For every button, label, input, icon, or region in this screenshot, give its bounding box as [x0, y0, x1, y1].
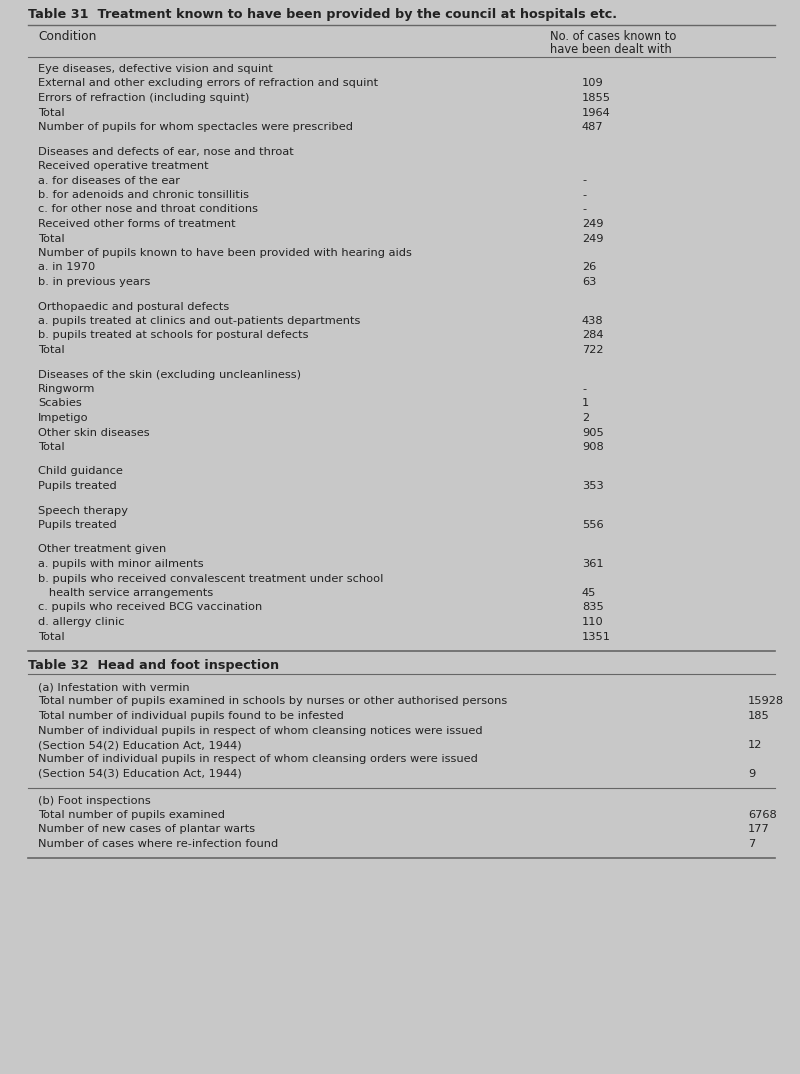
Text: 556: 556	[582, 520, 604, 529]
Text: No. of cases known to: No. of cases known to	[550, 30, 676, 43]
Text: -: -	[582, 204, 586, 215]
Text: 6768: 6768	[748, 810, 777, 821]
Text: Total: Total	[38, 233, 65, 244]
Text: Table 31  Treatment known to have been provided by the council at hospitals etc.: Table 31 Treatment known to have been pr…	[28, 8, 617, 21]
Text: a. in 1970: a. in 1970	[38, 262, 95, 273]
Text: (Section 54(3) Education Act, 1944): (Section 54(3) Education Act, 1944)	[38, 769, 242, 779]
Text: (Section 54(2) Education Act, 1944): (Section 54(2) Education Act, 1944)	[38, 740, 242, 750]
Text: (b) Foot inspections: (b) Foot inspections	[38, 796, 150, 806]
Text: c. pupils who received BCG vaccination: c. pupils who received BCG vaccination	[38, 603, 262, 612]
Text: b. for adenoids and chronic tonsillitis: b. for adenoids and chronic tonsillitis	[38, 190, 249, 200]
Text: Diseases and defects of ear, nose and throat: Diseases and defects of ear, nose and th…	[38, 146, 294, 157]
Text: 353: 353	[582, 481, 604, 491]
Text: d. allergy clinic: d. allergy clinic	[38, 616, 125, 627]
Text: 835: 835	[582, 603, 604, 612]
Text: a. pupils with minor ailments: a. pupils with minor ailments	[38, 558, 204, 569]
Text: -: -	[582, 190, 586, 200]
Text: a. pupils treated at clinics and out-patients departments: a. pupils treated at clinics and out-pat…	[38, 316, 360, 326]
Text: Condition: Condition	[38, 30, 96, 43]
Text: 110: 110	[582, 616, 604, 627]
Text: 249: 249	[582, 233, 603, 244]
Text: 15928: 15928	[748, 697, 784, 707]
Text: Scabies: Scabies	[38, 398, 82, 408]
Text: External and other excluding errors of refraction and squint: External and other excluding errors of r…	[38, 78, 378, 88]
Text: 905: 905	[582, 427, 604, 437]
Text: Number of pupils for whom spectacles were prescribed: Number of pupils for whom spectacles wer…	[38, 122, 353, 132]
Text: 284: 284	[582, 331, 603, 340]
Text: 26: 26	[582, 262, 596, 273]
Text: 722: 722	[582, 345, 603, 355]
Text: Table 32  Head and foot inspection: Table 32 Head and foot inspection	[28, 659, 279, 672]
Text: 1: 1	[582, 398, 590, 408]
Text: Total number of individual pupils found to be infested: Total number of individual pupils found …	[38, 711, 344, 721]
Text: 63: 63	[582, 277, 596, 287]
Text: Orthopaedic and postural defects: Orthopaedic and postural defects	[38, 302, 230, 311]
Text: Total: Total	[38, 107, 65, 117]
Text: b. pupils who received convalescent treatment under school: b. pupils who received convalescent trea…	[38, 574, 383, 583]
Text: 361: 361	[582, 558, 604, 569]
Text: 177: 177	[748, 825, 770, 834]
Text: Total number of pupils examined: Total number of pupils examined	[38, 810, 225, 821]
Text: Impetigo: Impetigo	[38, 413, 89, 423]
Text: -: -	[582, 384, 586, 394]
Text: Eye diseases, defective vision and squint: Eye diseases, defective vision and squin…	[38, 64, 273, 74]
Text: 438: 438	[582, 316, 604, 326]
Text: Total number of pupils examined in schools by nurses or other authorised persons: Total number of pupils examined in schoo…	[38, 697, 507, 707]
Text: Total: Total	[38, 632, 65, 641]
Text: (a) Infestation with vermin: (a) Infestation with vermin	[38, 682, 190, 692]
Text: 109: 109	[582, 78, 604, 88]
Text: Other treatment given: Other treatment given	[38, 545, 166, 554]
Text: Speech therapy: Speech therapy	[38, 506, 128, 516]
Text: Diseases of the skin (excluding uncleanliness): Diseases of the skin (excluding uncleanl…	[38, 369, 301, 379]
Text: Other skin diseases: Other skin diseases	[38, 427, 150, 437]
Text: Received other forms of treatment: Received other forms of treatment	[38, 219, 236, 229]
Text: b. in previous years: b. in previous years	[38, 277, 150, 287]
Text: 45: 45	[582, 587, 596, 598]
Text: Pupils treated: Pupils treated	[38, 520, 117, 529]
Text: Received operative treatment: Received operative treatment	[38, 161, 209, 171]
Text: health service arrangements: health service arrangements	[38, 587, 214, 598]
Text: Number of new cases of plantar warts: Number of new cases of plantar warts	[38, 825, 255, 834]
Text: 249: 249	[582, 219, 603, 229]
Text: Number of cases where re-infection found: Number of cases where re-infection found	[38, 839, 278, 850]
Text: Errors of refraction (including squint): Errors of refraction (including squint)	[38, 93, 250, 103]
Text: 487: 487	[582, 122, 604, 132]
Text: 1351: 1351	[582, 632, 611, 641]
Text: c. for other nose and throat conditions: c. for other nose and throat conditions	[38, 204, 258, 215]
Text: have been dealt with: have been dealt with	[550, 43, 672, 56]
Text: Ringworm: Ringworm	[38, 384, 95, 394]
Text: 12: 12	[748, 740, 762, 750]
Text: Child guidance: Child guidance	[38, 466, 123, 477]
Text: -: -	[582, 175, 586, 186]
Text: 908: 908	[582, 442, 604, 452]
Text: Total: Total	[38, 442, 65, 452]
Text: 7: 7	[748, 839, 755, 850]
Text: a. for diseases of the ear: a. for diseases of the ear	[38, 175, 180, 186]
Text: 2: 2	[582, 413, 589, 423]
Text: Pupils treated: Pupils treated	[38, 481, 117, 491]
Text: 185: 185	[748, 711, 770, 721]
Text: 1855: 1855	[582, 93, 611, 103]
Text: Number of individual pupils in respect of whom cleansing orders were issued: Number of individual pupils in respect o…	[38, 755, 478, 765]
Text: Total: Total	[38, 345, 65, 355]
Text: 1964: 1964	[582, 107, 610, 117]
Text: Number of individual pupils in respect of whom cleansing notices were issued: Number of individual pupils in respect o…	[38, 726, 482, 736]
Text: Number of pupils known to have been provided with hearing aids: Number of pupils known to have been prov…	[38, 248, 412, 258]
Text: 9: 9	[748, 769, 755, 779]
Text: b. pupils treated at schools for postural defects: b. pupils treated at schools for postura…	[38, 331, 309, 340]
